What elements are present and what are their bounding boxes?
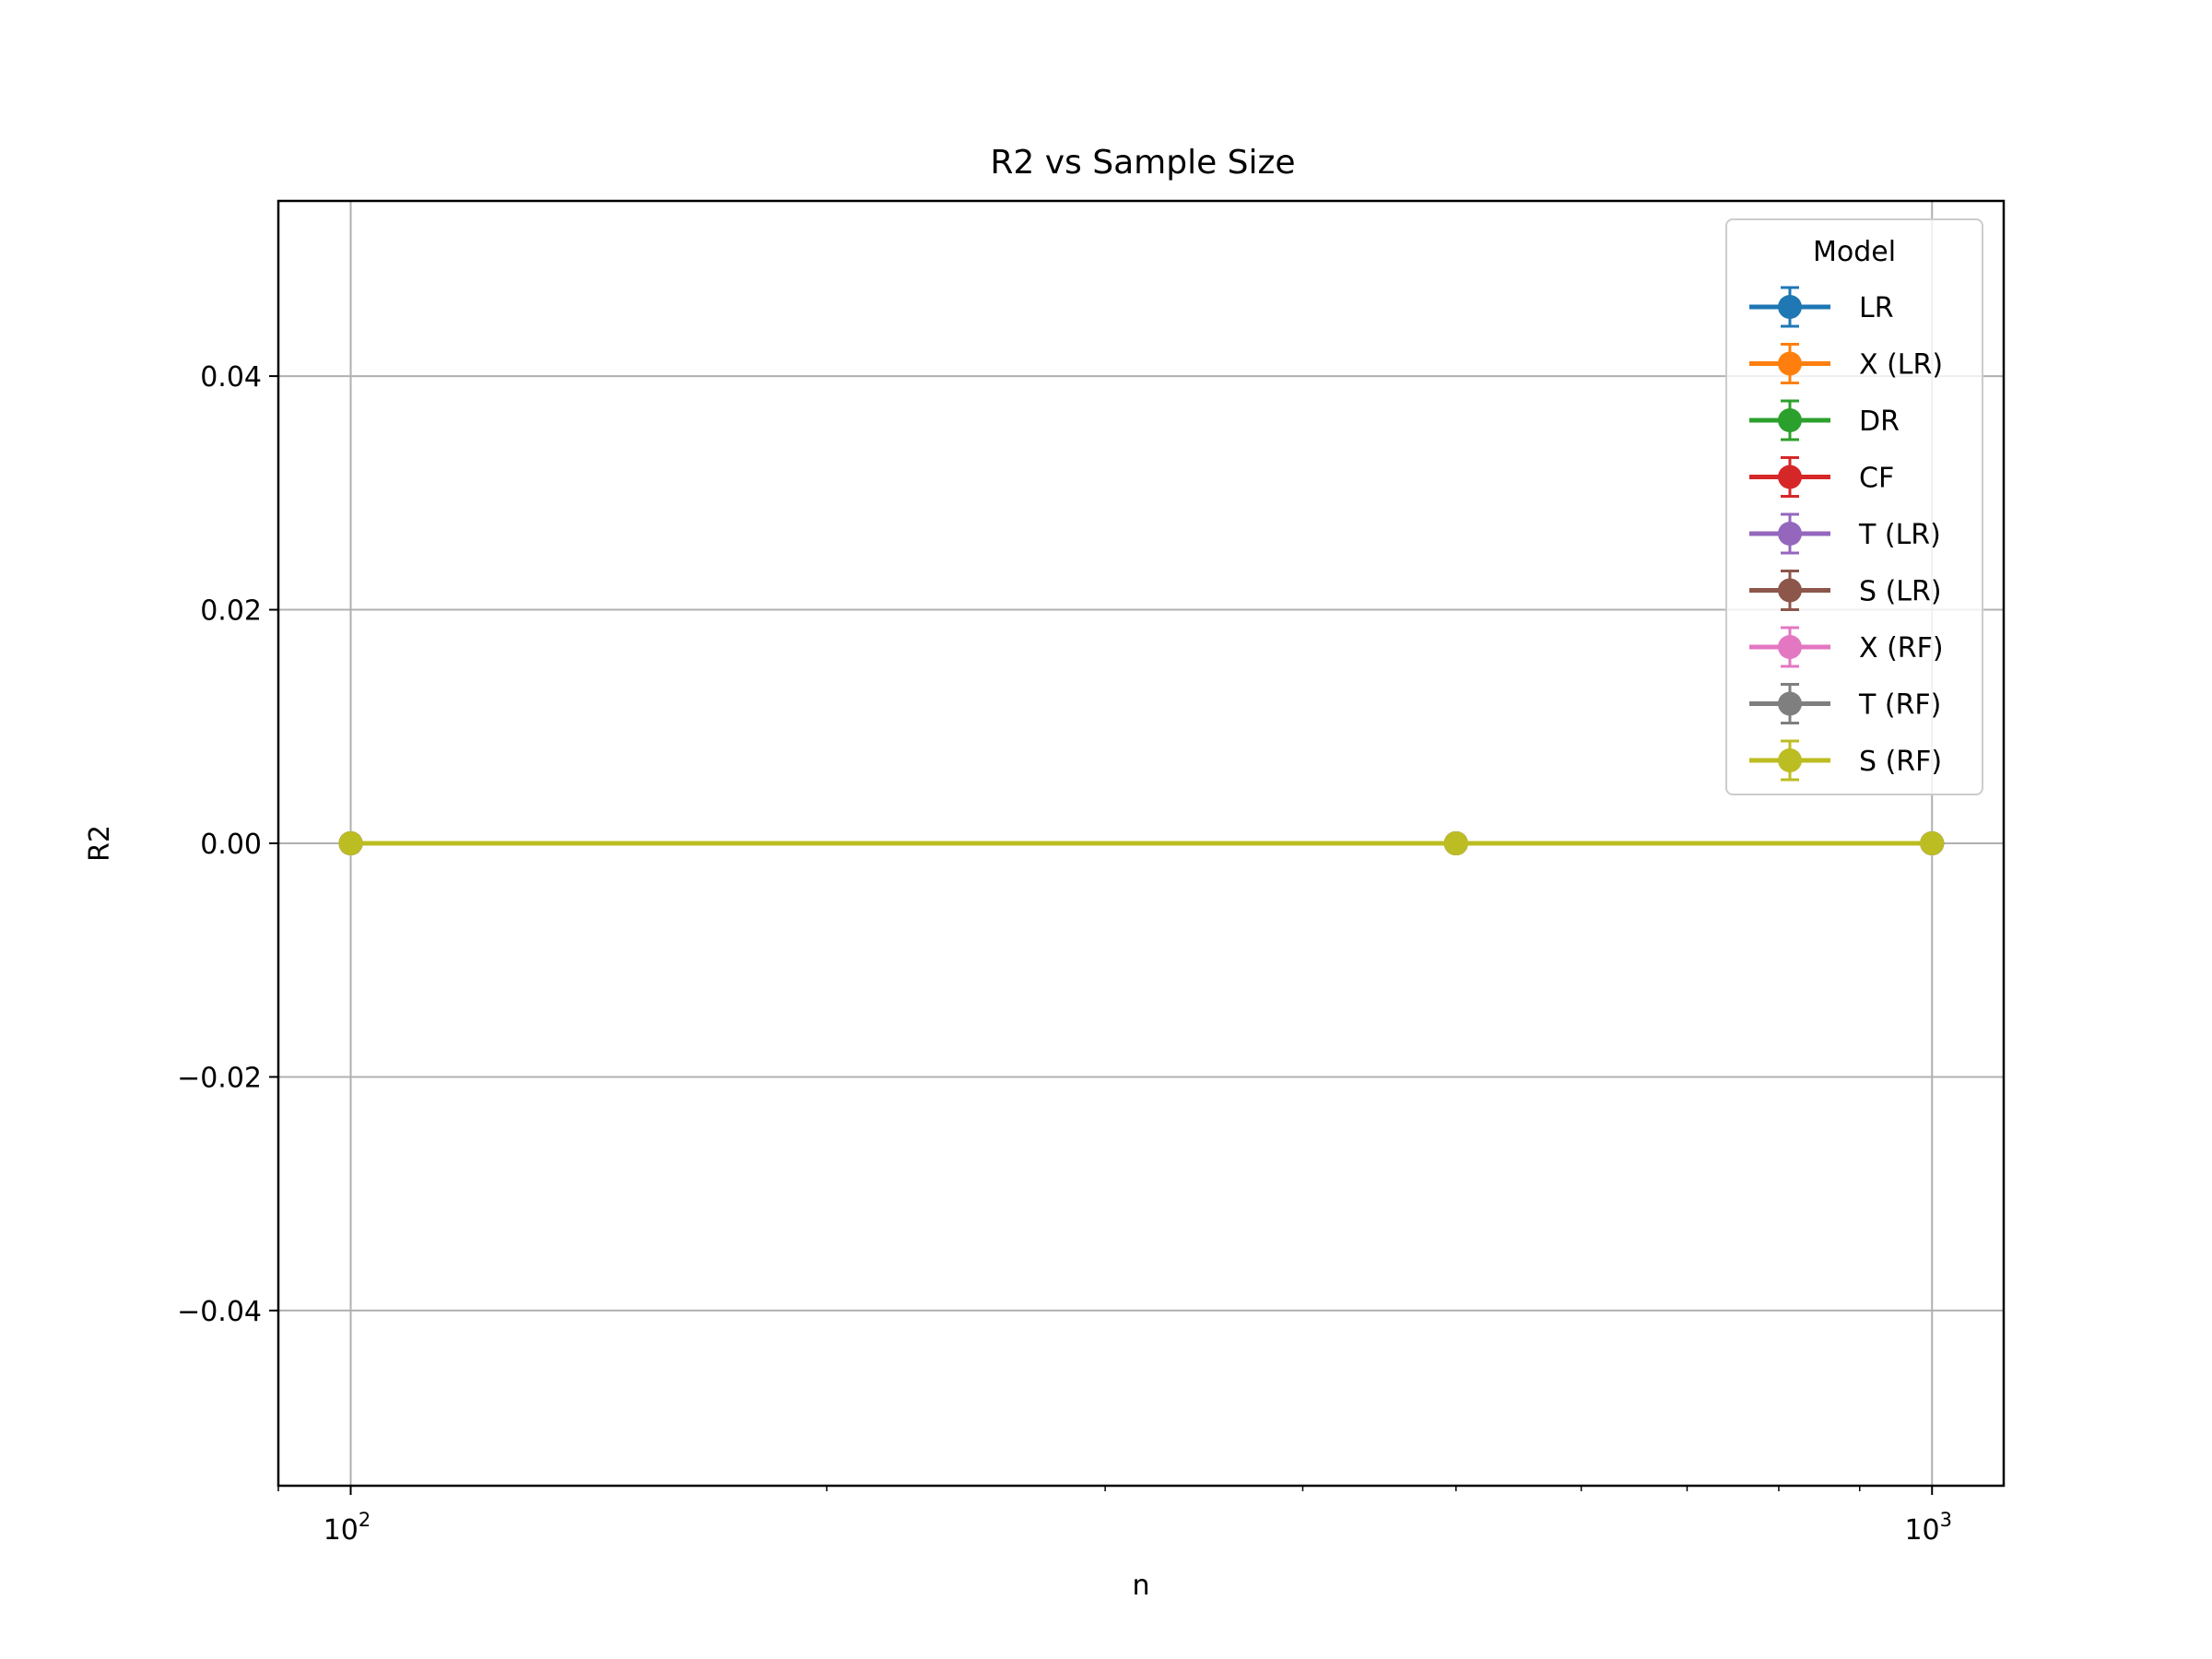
y-tick-label: 0.04	[200, 361, 262, 394]
legend-marker	[1778, 351, 1802, 376]
legend-marker	[1778, 465, 1802, 489]
x-axis: 102 103	[277, 1486, 1952, 1547]
legend-marker	[1778, 691, 1802, 716]
legend-label: T (LR)	[1858, 519, 1941, 551]
legend-marker	[1778, 748, 1802, 772]
legend-label: S (LR)	[1859, 576, 1942, 608]
legend-entry: LR	[1749, 286, 1894, 328]
legend-label: LR	[1859, 292, 1894, 324]
legend: Model LR X (LR) DR CF T (LR) S (LR) X (RF) T (R…	[1725, 218, 1983, 795]
legend-marker	[1778, 295, 1802, 319]
chart-title: R2 vs Sample Size	[990, 144, 1295, 182]
legend-entry: X (RF)	[1749, 626, 1944, 668]
legend-label: CF	[1859, 463, 1894, 495]
legend-label: X (LR)	[1859, 349, 1943, 382]
legend-label: X (RF)	[1859, 632, 1944, 665]
x-tick-label: 102	[324, 1509, 371, 1547]
legend-entry: X (LR)	[1749, 343, 1943, 384]
legend-title: Model	[1813, 236, 1896, 268]
legend-label: DR	[1859, 406, 1900, 438]
data-point	[1920, 831, 1945, 855]
x-axis-label: n	[1132, 1570, 1149, 1602]
legend-label: S (RF)	[1859, 746, 1942, 778]
legend-entry: S (RF)	[1749, 739, 1942, 782]
y-axis: −0.04 −0.02 0.00 0.02 0.04	[177, 361, 278, 1328]
x-tick-label: 103	[1904, 1509, 1952, 1547]
data-point	[338, 831, 363, 855]
series-lines	[338, 831, 1945, 855]
legend-marker	[1778, 522, 1802, 546]
series-s-rf	[338, 831, 1945, 855]
legend-marker	[1778, 408, 1802, 432]
legend-entry: S (LR)	[1749, 570, 1942, 611]
y-tick-label: 0.00	[200, 829, 262, 861]
y-axis-label: R2	[84, 825, 116, 862]
y-tick-label: −0.04	[177, 1296, 262, 1328]
legend-entry: T (LR)	[1749, 512, 1941, 555]
y-tick-label: −0.02	[177, 1062, 262, 1094]
legend-entries: LR X (LR) DR CF T (LR) S (LR) X (RF) T (RF) S (R…	[1749, 286, 1944, 782]
legend-label: T (RF)	[1858, 689, 1941, 722]
data-point	[1443, 831, 1468, 855]
legend-marker	[1778, 578, 1802, 603]
legend-marker	[1778, 635, 1802, 659]
legend-entry: DR	[1749, 399, 1900, 441]
legend-entry: CF	[1749, 456, 1894, 498]
legend-entry: T (RF)	[1749, 683, 1941, 724]
y-tick-label: 0.02	[200, 595, 262, 628]
